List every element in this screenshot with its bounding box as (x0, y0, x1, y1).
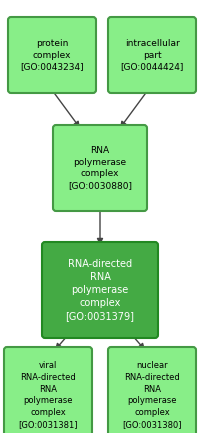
FancyBboxPatch shape (108, 347, 196, 433)
Text: intracellular
part
[GO:0044424]: intracellular part [GO:0044424] (120, 39, 184, 71)
FancyBboxPatch shape (4, 347, 92, 433)
Text: protein
complex
[GO:0043234]: protein complex [GO:0043234] (20, 39, 84, 71)
Text: RNA-directed
RNA
polymerase
complex
[GO:0031379]: RNA-directed RNA polymerase complex [GO:… (66, 259, 134, 321)
FancyBboxPatch shape (42, 242, 158, 338)
FancyBboxPatch shape (108, 17, 196, 93)
FancyBboxPatch shape (8, 17, 96, 93)
FancyBboxPatch shape (53, 125, 147, 211)
Text: RNA
polymerase
complex
[GO:0030880]: RNA polymerase complex [GO:0030880] (68, 146, 132, 190)
Text: nuclear
RNA-directed
RNA
polymerase
complex
[GO:0031380]: nuclear RNA-directed RNA polymerase comp… (122, 361, 182, 429)
Text: viral
RNA-directed
RNA
polymerase
complex
[GO:0031381]: viral RNA-directed RNA polymerase comple… (18, 361, 78, 429)
